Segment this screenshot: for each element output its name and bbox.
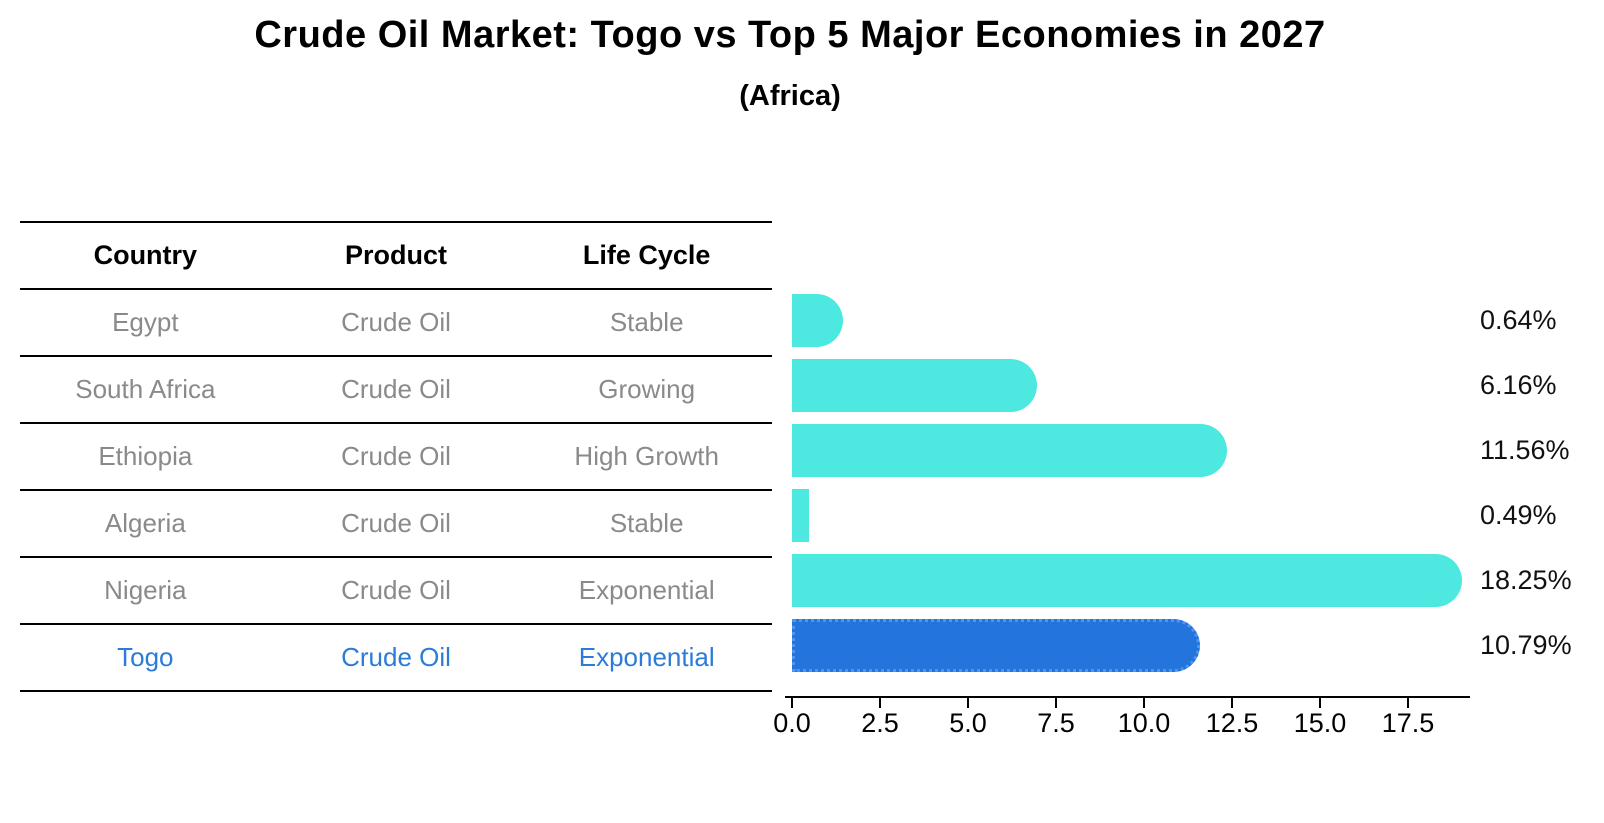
x-tick-label: 5.0: [949, 708, 987, 738]
x-tick-label: 12.5: [1205, 708, 1259, 738]
product-cell: Crude Oil: [341, 374, 451, 404]
lifecycle-cell: High Growth: [574, 441, 719, 471]
x-tick-mark: [1319, 697, 1321, 708]
x-tick-label: 17.5: [1381, 708, 1435, 738]
country-cell: Egypt: [112, 307, 179, 337]
x-axis-line: [785, 696, 1470, 698]
x-tick-mark: [967, 697, 969, 708]
x-tick-mark: [1143, 697, 1145, 708]
bar-ethiopia: [792, 424, 1227, 477]
lifecycle-cell: Exponential: [578, 575, 715, 605]
country-cell: South Africa: [75, 374, 216, 404]
table-row: Togo Crude Oil Exponential: [20, 623, 772, 690]
bar-nigeria: [792, 554, 1463, 607]
x-tick-label: 10.0: [1117, 708, 1171, 738]
x-tick-label: 0.0: [773, 708, 811, 738]
value-label: 6.16%: [1480, 370, 1557, 400]
value-label: 10.79%: [1480, 630, 1572, 660]
value-label: 0.49%: [1480, 500, 1557, 530]
value-label: 0.64%: [1480, 305, 1557, 335]
value-label: 11.56%: [1480, 435, 1570, 465]
x-tick-mark: [1231, 697, 1233, 708]
product-cell: Crude Oil: [341, 508, 451, 538]
product-cell: Crude Oil: [341, 642, 451, 672]
x-tick-label: 15.0: [1293, 708, 1347, 738]
chart-subtitle: (Africa): [739, 80, 841, 112]
column-header-country: Country: [93, 240, 198, 270]
bar-south-africa: [792, 359, 1037, 412]
x-tick-mark: [791, 697, 793, 708]
column-header-lifecycle: Life Cycle: [582, 240, 711, 270]
country-cell: Nigeria: [104, 575, 187, 605]
bar-egypt: [792, 294, 843, 347]
x-tick-mark: [879, 697, 881, 708]
bar-togo: [792, 619, 1200, 672]
chart-title: Crude Oil Market: Togo vs Top 5 Major Ec…: [254, 14, 1326, 56]
product-cell: Crude Oil: [341, 307, 451, 337]
x-tick-label: 2.5: [861, 708, 899, 738]
table-row: Egypt Crude Oil Stable: [20, 288, 772, 355]
country-cell: Algeria: [104, 508, 186, 538]
table-header-row: Country Product Life Cycle: [20, 221, 772, 288]
column-header-product: Product: [345, 240, 448, 270]
country-table: Country Product Life Cycle Egypt Crude Oi…: [20, 221, 772, 692]
table-row: Nigeria Crude Oil Exponential: [20, 556, 772, 623]
x-tick-mark: [1407, 697, 1409, 708]
x-tick-label: 7.5: [1037, 708, 1075, 738]
lifecycle-cell: Stable: [609, 508, 684, 538]
country-cell: Ethiopia: [98, 441, 193, 471]
table-row: South Africa Crude Oil Growing: [20, 355, 772, 422]
lifecycle-cell: Growing: [598, 374, 696, 404]
product-cell: Crude Oil: [341, 441, 451, 471]
lifecycle-cell: Stable: [609, 307, 684, 337]
lifecycle-cell: Exponential: [578, 642, 715, 672]
table-row: Ethiopia Crude Oil High Growth: [20, 422, 772, 489]
bar-algeria: [792, 489, 810, 542]
x-tick-mark: [1055, 697, 1057, 708]
country-cell: Togo: [117, 642, 174, 672]
product-cell: Crude Oil: [341, 575, 451, 605]
table-row: Algeria Crude Oil Stable: [20, 489, 772, 556]
value-label: 18.25%: [1480, 565, 1572, 595]
